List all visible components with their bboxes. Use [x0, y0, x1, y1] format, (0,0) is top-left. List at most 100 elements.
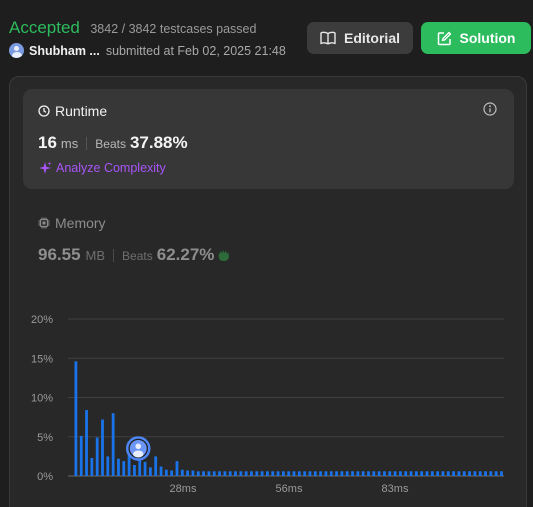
submission-header: Accepted 3842 / 3842 testcases passed Sh… — [9, 18, 286, 58]
chart-bar — [148, 467, 152, 476]
marker-body — [133, 450, 144, 458]
y-tick-label: 15% — [31, 353, 53, 365]
chart-bar — [478, 471, 482, 476]
chart-bar — [388, 471, 392, 476]
chart-bar — [500, 471, 503, 476]
y-tick-label: 5% — [37, 432, 53, 444]
chart-bar — [90, 457, 94, 476]
chart-bar — [313, 471, 317, 476]
chart-bar — [457, 471, 461, 476]
runtime-title-label: Runtime — [55, 103, 108, 119]
chart-bar — [420, 471, 424, 476]
chart-bar — [452, 471, 456, 476]
chart-bar — [186, 470, 190, 476]
chart-bar — [154, 456, 158, 476]
chart-bar — [218, 471, 221, 476]
chart-bar — [345, 471, 349, 476]
y-tick-label: 0% — [37, 471, 53, 483]
chart-bar — [106, 456, 110, 476]
chart-bar — [101, 419, 104, 476]
chart-bar — [425, 471, 429, 476]
chart-bar — [260, 471, 264, 476]
chart-bar — [212, 471, 216, 476]
runtime-title: Runtime — [38, 103, 107, 119]
chart-bar — [335, 471, 338, 476]
chip-icon — [38, 217, 50, 229]
chart-bar — [74, 361, 78, 476]
clock-icon — [38, 105, 50, 117]
chart-bar — [361, 471, 365, 476]
chart-bar — [244, 471, 248, 476]
chart-bar — [111, 413, 115, 476]
chart-bar — [202, 471, 205, 476]
chart-bar — [292, 471, 296, 476]
solution-button[interactable]: Solution — [421, 22, 531, 54]
chart-bar — [122, 461, 126, 476]
chart-bar — [436, 471, 440, 476]
chart-bar — [356, 471, 360, 476]
chart-bar — [271, 471, 275, 476]
runtime-beats-percent: 37.88% — [129, 133, 188, 152]
chart-bar — [143, 461, 147, 476]
status-row: Accepted 3842 / 3842 testcases passed — [9, 18, 286, 38]
memory-value: 96.55 — [38, 245, 81, 264]
book-icon — [320, 31, 336, 45]
runtime-card[interactable]: Runtime 16 ms Beats 37.88% Analyze Compl… — [23, 89, 514, 189]
status-label: Accepted — [9, 18, 80, 37]
avatar[interactable] — [9, 43, 24, 58]
chart-bar — [446, 471, 450, 476]
chart-bar — [484, 471, 487, 476]
chart-bar — [85, 410, 88, 476]
chart-bar — [228, 471, 232, 476]
chart-bar — [255, 471, 259, 476]
clap-icon — [219, 249, 230, 261]
chart-bar — [473, 471, 477, 476]
chart-bar — [117, 458, 120, 476]
memory-beats-label: Beats — [122, 249, 153, 263]
chart-bar — [180, 469, 184, 476]
memory-metric: 96.55 MB Beats 62.27% — [38, 245, 231, 265]
chart-bar — [276, 471, 280, 476]
chart-bars — [74, 361, 503, 476]
chart-bar — [159, 466, 163, 476]
divider — [113, 248, 115, 262]
submitted-time: submitted at Feb 02, 2025 21:48 — [105, 43, 286, 58]
editorial-label: Editorial — [343, 30, 400, 46]
chart-bar — [95, 437, 99, 476]
chart-bar — [281, 471, 285, 476]
chart-bar — [430, 471, 434, 476]
analyze-label: Analyze Complexity — [56, 161, 166, 175]
marker-head — [135, 443, 142, 450]
chart-bar — [287, 471, 291, 476]
memory-title[interactable]: Memory — [38, 215, 106, 231]
submitter-row: Shubham ... submitted at Feb 02, 2025 21… — [9, 43, 286, 58]
edit-icon — [437, 31, 451, 45]
username[interactable]: Shubham ... — [29, 43, 100, 58]
chart-bar — [266, 471, 269, 476]
chart-bar — [164, 469, 168, 476]
chart-bar — [297, 471, 301, 476]
info-icon[interactable] — [483, 102, 497, 116]
chart-bar — [462, 471, 466, 476]
your-submission-marker[interactable] — [125, 436, 151, 461]
chart-bar — [340, 471, 344, 476]
chart-bar — [223, 471, 227, 476]
chart-bar — [441, 471, 445, 476]
divider — [86, 136, 88, 150]
sparkle-icon — [39, 161, 52, 174]
chart-bar — [383, 471, 386, 476]
memory-title-label: Memory — [55, 215, 106, 231]
chart-bar — [393, 471, 397, 476]
editorial-button[interactable]: Editorial — [307, 22, 413, 54]
chart-bar — [489, 471, 493, 476]
chart-bar — [303, 471, 307, 476]
chart-bar — [127, 441, 131, 476]
memory-beats-percent: 62.27% — [156, 245, 215, 264]
chart-bar — [468, 471, 471, 476]
chart-bar — [494, 471, 498, 476]
chart-bar — [175, 461, 179, 476]
chart-bar — [404, 471, 408, 476]
analyze-complexity-link[interactable]: Analyze Complexity — [38, 161, 166, 175]
y-tick-label: 20% — [31, 314, 53, 326]
